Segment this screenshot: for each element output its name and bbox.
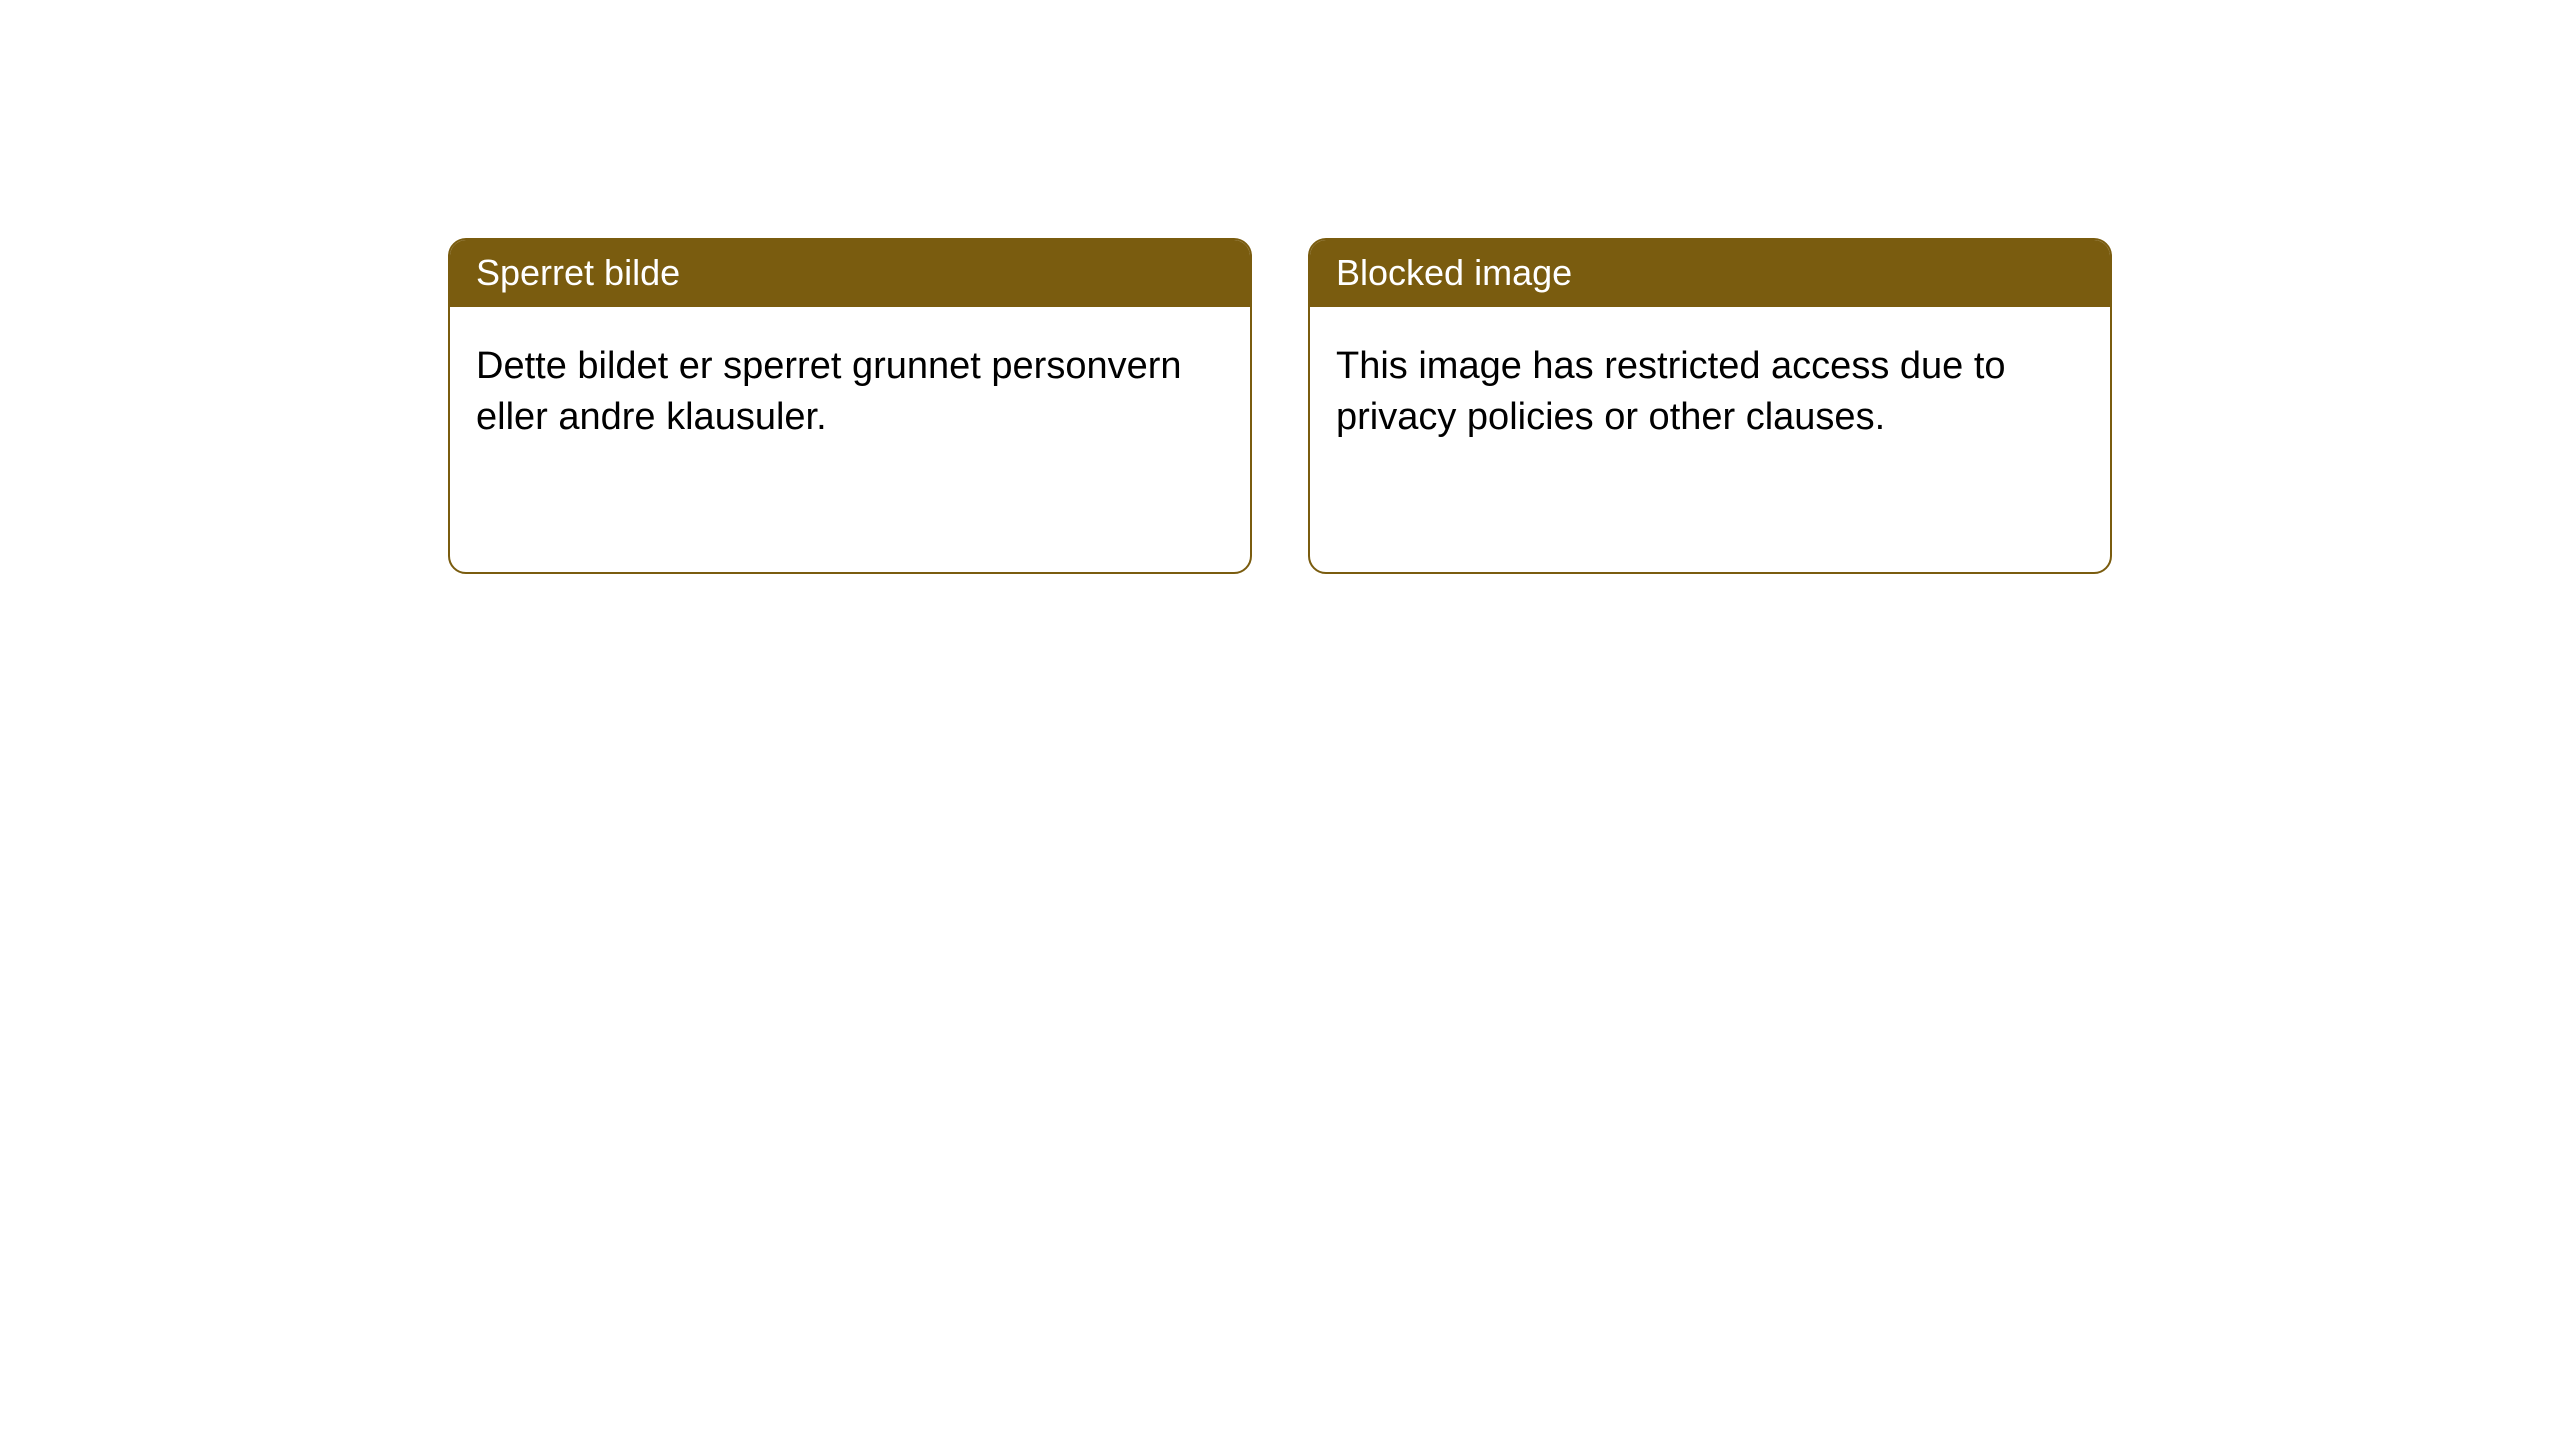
card-body: This image has restricted access due to …: [1310, 307, 2110, 478]
card-header: Blocked image: [1310, 240, 2110, 307]
card-title: Sperret bilde: [476, 252, 680, 293]
card-body-text: This image has restricted access due to …: [1336, 345, 2006, 438]
card-body-text: Dette bildet er sperret grunnet personve…: [476, 345, 1182, 438]
notice-container: Sperret bilde Dette bildet er sperret gr…: [0, 0, 2560, 574]
card-header: Sperret bilde: [450, 240, 1250, 307]
notice-card-english: Blocked image This image has restricted …: [1308, 238, 2112, 574]
card-title: Blocked image: [1336, 252, 1572, 293]
notice-card-norwegian: Sperret bilde Dette bildet er sperret gr…: [448, 238, 1252, 574]
card-body: Dette bildet er sperret grunnet personve…: [450, 307, 1250, 478]
